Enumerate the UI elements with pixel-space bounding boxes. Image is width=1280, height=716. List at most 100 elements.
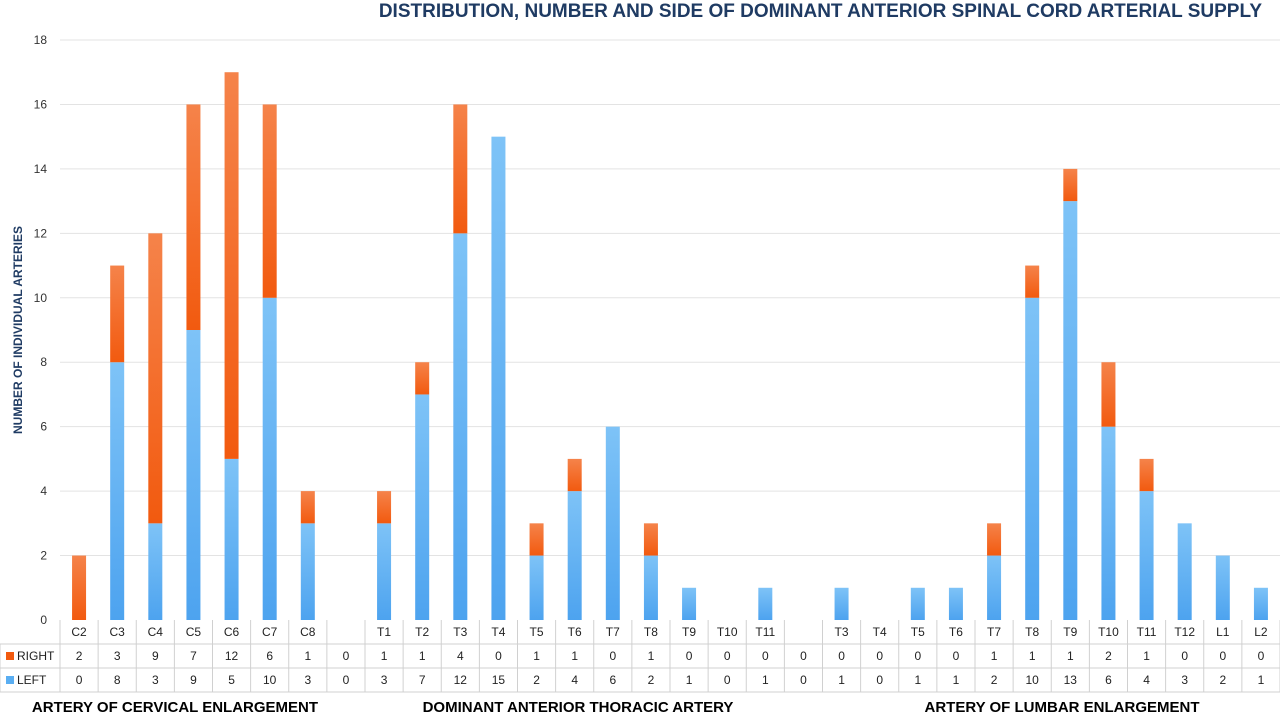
bar-left [1253,587,1268,620]
legend-label: LEFT [17,673,47,687]
table-cell-left: 8 [114,673,121,687]
bar-right [1101,362,1116,427]
x-tick-label: C2 [71,625,87,639]
table-cell-right: 1 [991,649,998,663]
chart-title: DISTRIBUTION, NUMBER AND SIDE OF DOMINAN… [379,1,1263,22]
table-cell-right: 0 [686,649,693,663]
table-cell-right: 1 [571,649,578,663]
table-cell-right: 1 [1029,649,1036,663]
x-tick-label: T6 [949,625,963,639]
x-tick-label: C8 [300,625,316,639]
table-cell-left: 3 [152,673,159,687]
x-tick-label: T7 [606,625,620,639]
table-cell-left: 6 [609,673,616,687]
table-cell-left: 3 [304,673,311,687]
x-tick-label: T10 [717,625,738,639]
y-tick-label: 0 [40,613,47,627]
x-tick-label: L2 [1254,625,1268,639]
x-tick-label: T3 [453,625,467,639]
x-tick-label: T11 [1137,625,1157,639]
table-cell-right: 4 [457,649,464,663]
table-cell-right: 3 [114,649,121,663]
bar-right [643,523,658,556]
table-cell-left: 4 [1143,673,1150,687]
table-cell-left: 1 [762,673,769,687]
bar-right [1139,458,1154,492]
table-cell-left: 13 [1064,673,1078,687]
bar-left [834,587,849,620]
table-cell-left: 3 [1181,673,1188,687]
bar-right [300,491,315,524]
table-cell-right: 2 [76,649,83,663]
bar-left [1177,523,1192,620]
table-cell-left: 4 [571,673,578,687]
bar-left [377,523,392,620]
bar-left [186,330,201,620]
table-cell-right: 7 [190,649,197,663]
bar-left [415,394,430,620]
table-cell-right: 0 [876,649,883,663]
x-tick-label: T2 [415,625,429,639]
table-cell-right: 1 [419,649,426,663]
table-cell-right: 9 [152,649,159,663]
table-cell-left: 12 [454,673,468,687]
y-tick-label: 14 [34,162,48,176]
table-cell-left: 10 [1026,673,1040,687]
legend-swatch [6,652,14,660]
x-tick-label: T12 [1174,625,1195,639]
table-cell-left: 0 [343,673,350,687]
bar-left [1063,201,1078,620]
y-tick-label: 18 [34,33,48,47]
y-tick-label: 2 [40,549,47,563]
table-cell-left: 15 [492,673,506,687]
group-label: ARTERY OF LUMBAR ENLARGEMENT [925,699,1200,716]
bar-right [1063,168,1078,202]
bar-right [148,233,163,524]
bar-left [110,362,125,620]
table-cell-left: 0 [724,673,731,687]
table-cell-left: 7 [419,673,426,687]
table-cell-left: 3 [381,673,388,687]
x-tick-label: L1 [1216,625,1230,639]
bar-right [529,523,544,556]
bar-left [1101,426,1116,620]
y-tick-label: 4 [40,484,47,498]
y-tick-label: 6 [40,420,47,434]
bar-right [262,104,277,298]
table-cell-left: 0 [800,673,807,687]
bar-right [72,555,87,620]
table-cell-right: 12 [225,649,239,663]
x-tick-label: C3 [110,625,126,639]
bar-left [682,587,697,620]
table-cell-left: 9 [190,673,197,687]
table-cell-right: 0 [1181,649,1188,663]
bar-right [567,458,582,492]
x-tick-label: T6 [568,625,582,639]
x-tick-label: T1 [377,625,391,639]
x-tick-label: T9 [1063,625,1077,639]
table-cell-right: 0 [762,649,769,663]
bar-left [1139,491,1154,620]
table-cell-left: 10 [263,673,277,687]
table-cell-right: 0 [838,649,845,663]
x-tick-label: T4 [491,625,505,639]
table-cell-right: 0 [724,649,731,663]
x-tick-label: C7 [262,625,278,639]
table-cell-right: 1 [648,649,655,663]
bar-left [148,523,163,620]
x-tick-label: T9 [682,625,696,639]
y-tick-label: 12 [34,226,48,240]
table-cell-left: 2 [1219,673,1226,687]
y-tick-labels: 0 2 4 6 8 10 12 14 16 18 [34,33,48,627]
table-cell-right: 2 [1105,649,1112,663]
table-cell-right: 6 [266,649,273,663]
table-cell-left: 1 [838,673,845,687]
table-cell-right: 0 [343,649,350,663]
x-tick-label: T11 [755,625,775,639]
bar-left [605,426,620,620]
group-label: ARTERY OF CERVICAL ENLARGEMENT [32,699,318,716]
table-cell-left: 1 [953,673,960,687]
table-cell-right: 0 [1219,649,1226,663]
bar-right [1025,265,1040,298]
x-tick-label: T5 [911,625,925,639]
